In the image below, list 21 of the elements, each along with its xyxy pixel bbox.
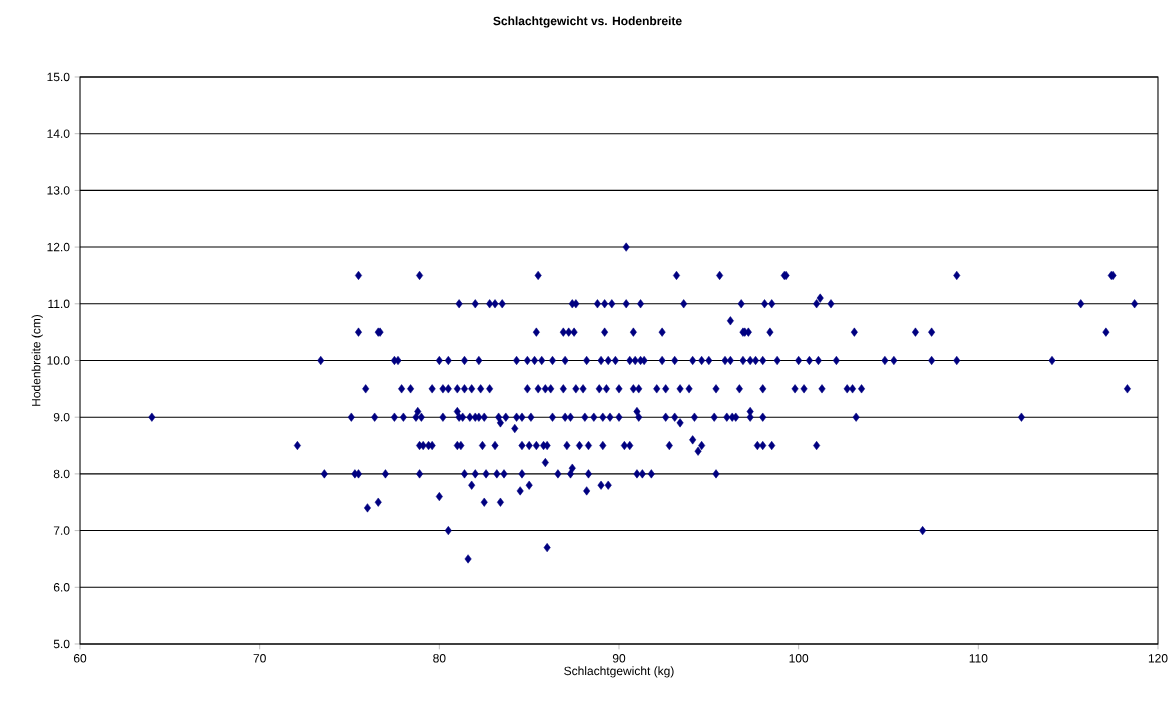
y-tick-label: 5.0 [53, 639, 70, 649]
x-axis-title: Schlachtgewicht (kg) [564, 666, 674, 678]
y-tick-label: 8.0 [53, 469, 70, 479]
y-tick-label: 14.0 [47, 129, 70, 138]
y-tick-label: 9.0 [53, 412, 70, 422]
y-tick-label: 15.0 [47, 72, 70, 82]
x-tick-label: 90 [612, 654, 626, 663]
y-tick-label: 12.0 [47, 242, 70, 252]
x-tick-label: 120 [1148, 654, 1168, 663]
y-tick-label: 6.0 [53, 583, 70, 592]
y-tick-label: 7.0 [53, 526, 70, 535]
y-tick-label: 11.0 [48, 299, 70, 309]
x-tick-label: 100 [789, 654, 809, 663]
x-tick-label: 110 [969, 654, 988, 663]
x-tick-label: 70 [253, 654, 266, 663]
y-tick-label: 13.0 [47, 186, 70, 195]
x-tick-label: 60 [73, 654, 87, 663]
x-tick-label: 80 [433, 654, 446, 663]
chart-title: Schlachtgewicht vs. Hodenbreite [493, 16, 682, 28]
y-tick-label: 10.0 [47, 356, 70, 365]
y-axis-title: Hodenbreite (cm) [31, 314, 43, 406]
